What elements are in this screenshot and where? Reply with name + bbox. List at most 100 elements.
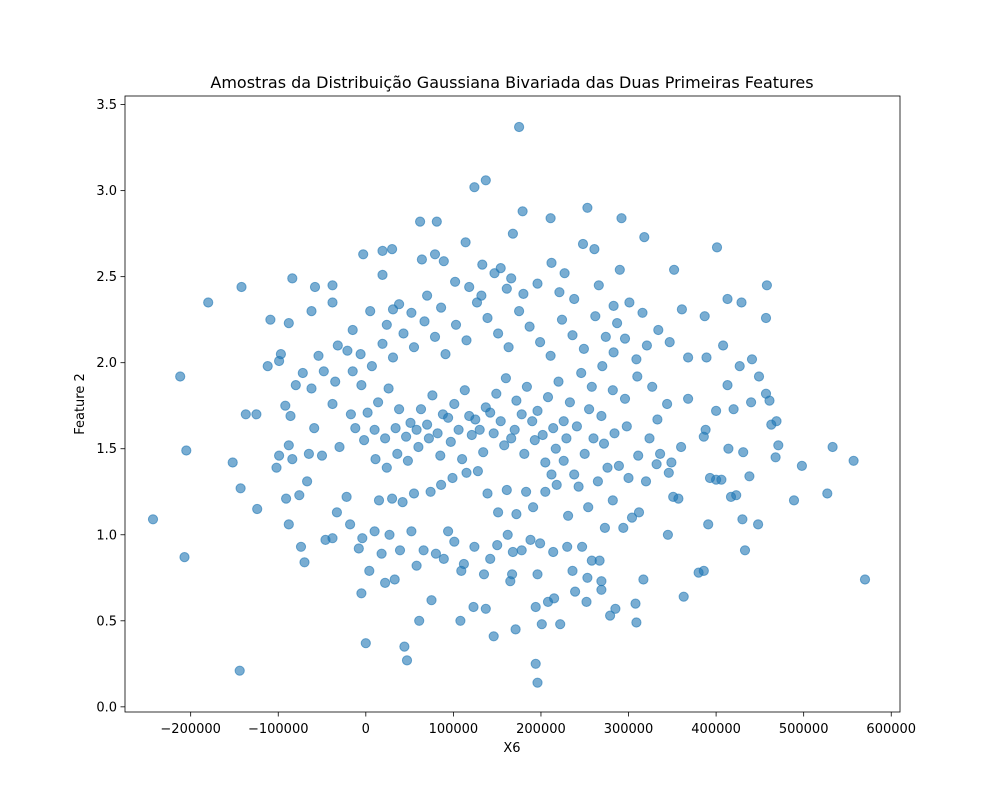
data-point [602,462,613,473]
data-point [567,330,578,341]
data-point [652,414,663,425]
data-point [584,404,595,415]
data-point [505,576,516,587]
data-point [491,388,502,399]
data-point [408,488,420,499]
data-point [297,367,308,379]
data-point [573,481,584,492]
data-point [827,441,838,453]
data-point [482,488,493,499]
x-tick-label: 600000 [866,722,916,737]
data-point [545,213,556,224]
data-point [501,283,512,294]
data-point [529,435,540,446]
data-point [332,340,343,351]
data-point [360,638,371,649]
data-point [383,383,394,394]
data-point [345,519,356,530]
y-tick-label: 1.5 [96,442,117,457]
data-point [488,631,499,642]
data-point [737,514,748,525]
data-point [364,565,375,577]
data-point [377,245,388,256]
data-point [353,543,364,554]
data-point [347,324,358,336]
data-point [530,658,541,669]
data-point [480,603,491,614]
data-point [181,445,192,456]
data-point [309,281,321,293]
data-point [416,254,427,265]
data-point [773,440,784,451]
data-point [401,655,413,666]
data-point [331,507,342,518]
data-point [626,512,638,523]
data-point [593,280,604,291]
data-point [770,452,781,463]
data-point [630,598,641,609]
data-point [577,238,589,250]
data-point [559,268,570,279]
data-point [262,361,273,372]
data-point [644,433,655,444]
data-point [638,574,649,585]
data-point [631,354,642,365]
data-point [616,213,627,224]
data-point [548,546,559,558]
data-point [482,312,493,324]
x-tick-label: −100000 [248,722,309,737]
data-point [683,352,694,363]
data-point [370,454,381,465]
data-point [546,257,557,268]
data-point [509,424,520,435]
data-point [366,361,377,372]
data-point [306,306,317,317]
data-point [664,337,675,348]
data-point [578,343,590,354]
data-point [265,314,276,325]
data-point [283,440,294,451]
data-point [586,381,597,392]
data-point [608,300,619,311]
data-point [357,533,368,544]
data-point [460,237,471,248]
data-point [676,441,687,453]
data-point [716,474,727,485]
data-point [147,514,159,525]
data-point [495,416,506,427]
data-point [514,121,525,133]
data-point [461,335,472,346]
data-point [655,448,666,459]
data-point [590,311,601,322]
data-point [438,256,449,267]
data-point [676,304,688,315]
data-point [306,383,317,394]
data-point [330,376,341,387]
data-point [294,490,305,501]
data-point [369,424,380,435]
data-point [662,529,674,540]
y-tick-label: 3.0 [96,184,117,199]
data-point [589,244,600,255]
data-point [365,306,376,317]
data-point [478,447,489,458]
data-point [373,397,384,408]
data-point [549,593,560,604]
data-point [464,410,475,422]
data-point [373,495,385,506]
data-point [711,405,722,416]
data-point [506,433,517,444]
data-point [546,469,557,480]
data-point [739,545,751,556]
data-point [316,450,328,461]
data-point [406,307,417,318]
data-point [443,526,454,537]
x-axis-ticks: −200000 −100000 0 100000 200000 300000 400000 5… [160,712,916,737]
data-point [517,206,528,217]
data-point [389,574,400,585]
data-point [485,553,496,565]
data-point [280,400,291,411]
x-tick-label: 200000 [516,722,566,737]
data-point [461,467,472,478]
data-point [612,318,623,329]
